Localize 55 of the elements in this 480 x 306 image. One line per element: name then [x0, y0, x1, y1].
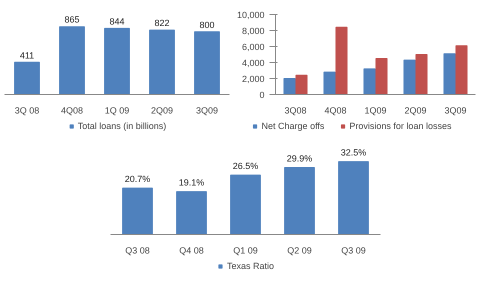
x-tick-label: 3Q09: [196, 106, 218, 116]
bar: [295, 74, 308, 94]
data-label: 800: [199, 20, 215, 30]
bar: [375, 58, 388, 94]
bar: [323, 72, 336, 94]
x-tick-label: 4Q08: [324, 106, 347, 116]
bar: [176, 191, 207, 234]
x-tick-label: 2Q09: [404, 106, 427, 116]
bar: [338, 161, 369, 234]
x-tick-label: Q3 09: [341, 246, 366, 256]
x-tick-label: Q4 08: [179, 246, 204, 256]
bar: [122, 188, 153, 234]
legend-label: Net Charge offs: [262, 121, 324, 131]
data-label: 865: [64, 14, 80, 25]
y-tick-label: 2,000: [242, 74, 265, 84]
x-tick-label: 3Q 08: [14, 106, 40, 116]
legend-label: Total loans (in billions): [78, 121, 166, 131]
data-label: 29.9%: [286, 153, 312, 164]
bar: [230, 174, 261, 234]
data-label: 844: [109, 16, 125, 26]
bar: [455, 45, 468, 94]
y-tick-label: 4,000: [242, 58, 265, 68]
bar: [403, 60, 416, 94]
bar: [104, 28, 130, 94]
y-tick-label: 0: [259, 90, 265, 100]
bar: [149, 30, 175, 94]
bar: [14, 62, 40, 94]
bar: [443, 53, 456, 94]
data-label: 822: [154, 18, 170, 28]
bar: [335, 26, 348, 94]
y-tick-label: 6,000: [242, 42, 265, 52]
legend-label: Provisions for loan losses: [349, 121, 452, 131]
data-label: 19.1%: [178, 178, 204, 188]
x-tick-label: Q2 09: [287, 246, 312, 256]
x-tick-label: 3Q08: [284, 106, 307, 116]
x-tick-label: 4Q08: [60, 106, 84, 116]
data-label: 411: [20, 50, 34, 60]
legend-label: Texas Ratio: [226, 261, 274, 271]
x-tick-label: 3Q09: [444, 106, 467, 116]
y-tick-label: 8,000: [242, 26, 265, 36]
data-label: 32.5%: [340, 148, 366, 158]
bar: [363, 68, 376, 94]
bar: [59, 26, 85, 94]
bar: [194, 31, 220, 94]
data-label: 26.5%: [232, 161, 258, 172]
x-tick-label: 2Q09: [150, 106, 174, 116]
y-tick-label: 10,000: [236, 10, 265, 20]
bar: [283, 78, 296, 94]
data-label: 20.7%: [124, 174, 150, 184]
x-tick-label: Q1 09: [233, 246, 258, 256]
x-tick-label: 1Q 09: [104, 106, 130, 116]
bar: [284, 166, 315, 234]
bar: [415, 54, 428, 94]
x-tick-label: 1Q09: [364, 106, 387, 116]
x-tick-label: Q3 08: [125, 246, 150, 256]
